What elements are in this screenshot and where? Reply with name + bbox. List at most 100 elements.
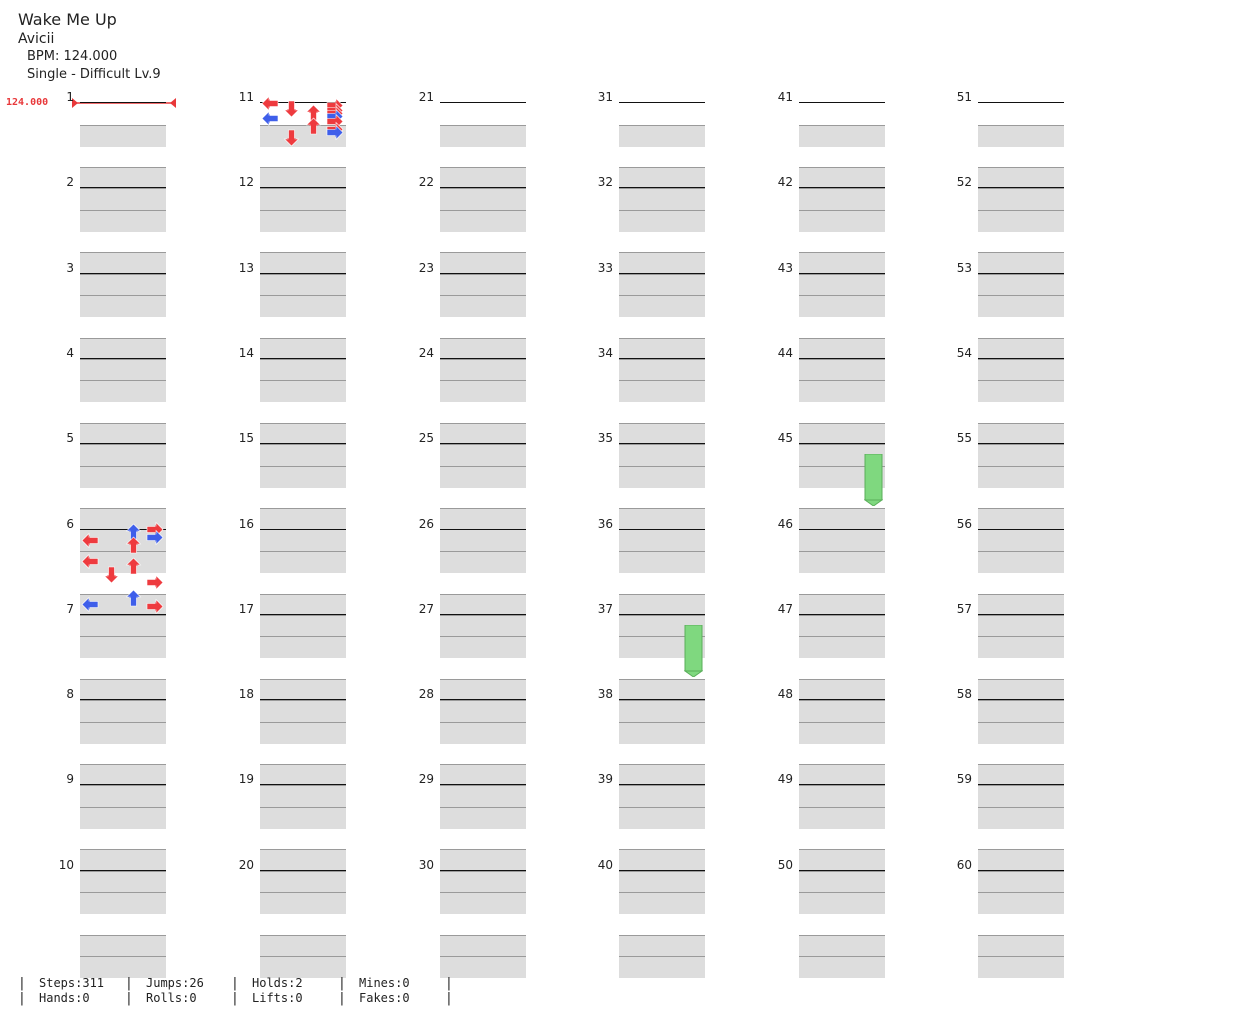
measure-line (619, 699, 705, 701)
note-down-arrow-icon (283, 129, 299, 147)
beat-band (799, 188, 885, 211)
measure-line (260, 528, 346, 530)
stat-fakes: Fakes:0 (359, 991, 410, 1005)
beat-band (799, 870, 885, 893)
beat-band (80, 337, 166, 360)
beat-band (619, 785, 705, 808)
measure-line (440, 869, 526, 871)
measure-line (80, 613, 166, 615)
measure-line (440, 613, 526, 615)
measure-line (440, 699, 526, 701)
stat-jumps: Jumps:26 (146, 976, 204, 990)
measure-line (440, 443, 526, 445)
beat-band (799, 785, 885, 808)
beat-band (80, 849, 166, 872)
beat-band (260, 188, 346, 211)
stats-separator: | | (18, 976, 26, 1006)
note-right-arrow-icon (146, 529, 163, 546)
beat-band (799, 167, 885, 189)
measure-number: 43 (777, 260, 793, 275)
beat-band (440, 508, 526, 531)
measure-line (260, 784, 346, 786)
beat-band (978, 124, 1064, 147)
beat-band (978, 380, 1064, 403)
beat-band (260, 252, 346, 275)
note-left-arrow-icon (81, 532, 98, 548)
song-artist: Avicii (18, 31, 55, 47)
beat-band (80, 636, 166, 659)
measure-number: 23 (418, 260, 434, 275)
note-right-arrow-icon (326, 124, 343, 141)
measure-number: 60 (956, 857, 972, 872)
beat-band (260, 593, 346, 616)
measure-number: 31 (597, 90, 613, 104)
beat-band (799, 806, 885, 829)
beat-band (978, 529, 1064, 552)
stat-holds: Holds:2 (252, 976, 303, 990)
measure-number: 22 (418, 175, 434, 190)
beat-band (440, 593, 526, 616)
hold-note-body (862, 453, 884, 507)
beat-band (799, 337, 885, 360)
beat-band (978, 273, 1064, 296)
measure-line (978, 187, 1064, 189)
measure-number: 55 (956, 431, 972, 446)
measure-number: 58 (956, 687, 972, 702)
measure-line (619, 272, 705, 274)
measure-number: 28 (418, 687, 434, 702)
measure-number: 1 (66, 90, 74, 104)
measure-line (619, 187, 705, 189)
beat-band (799, 124, 885, 147)
beat-band (80, 380, 166, 403)
beat-band (80, 273, 166, 296)
measure-number: 40 (597, 857, 613, 872)
beat-band (80, 188, 166, 211)
beat-band (619, 870, 705, 893)
beat-band (80, 892, 166, 915)
beat-band (619, 209, 705, 232)
beat-band (80, 358, 166, 381)
beat-band (440, 806, 526, 829)
beat-band (978, 188, 1064, 211)
note-left-arrow-icon (261, 111, 278, 127)
beat-band (260, 465, 346, 488)
stat-rolls: Rolls:0 (146, 991, 197, 1005)
measure-number: 50 (777, 857, 793, 872)
beat-band (799, 422, 885, 445)
measure-line (80, 443, 166, 445)
measure-line (978, 528, 1064, 530)
beat-band (978, 508, 1064, 531)
beat-band (978, 849, 1064, 872)
beat-band (619, 358, 705, 381)
measure-line (440, 528, 526, 530)
measure-line (799, 699, 885, 701)
beat-band (260, 806, 346, 829)
beat-band (619, 508, 705, 531)
beat-band (799, 252, 885, 275)
measure-number: 36 (597, 516, 613, 531)
beat-band (619, 849, 705, 872)
stats-separator: | | (231, 976, 239, 1006)
song-title: Wake Me Up (18, 10, 117, 29)
beat-band (440, 764, 526, 787)
measure-line (260, 613, 346, 615)
measure-number: 4 (66, 345, 74, 360)
measure-line (260, 272, 346, 274)
measure-number: 48 (777, 687, 793, 702)
beat-band (260, 870, 346, 893)
measure-number: 59 (956, 772, 972, 787)
beat-band (799, 295, 885, 318)
beat-band (619, 892, 705, 915)
beat-band (440, 444, 526, 467)
beat-band (619, 124, 705, 147)
beat-band (440, 188, 526, 211)
beat-band (619, 764, 705, 787)
beat-band (799, 551, 885, 573)
measure-number: 5 (66, 431, 74, 446)
beat-band (80, 124, 166, 147)
stat-steps: Steps:311 (39, 976, 105, 990)
beat-band (80, 785, 166, 808)
beat-band (80, 870, 166, 893)
measure-number: 47 (777, 601, 793, 616)
beat-band (260, 849, 346, 872)
